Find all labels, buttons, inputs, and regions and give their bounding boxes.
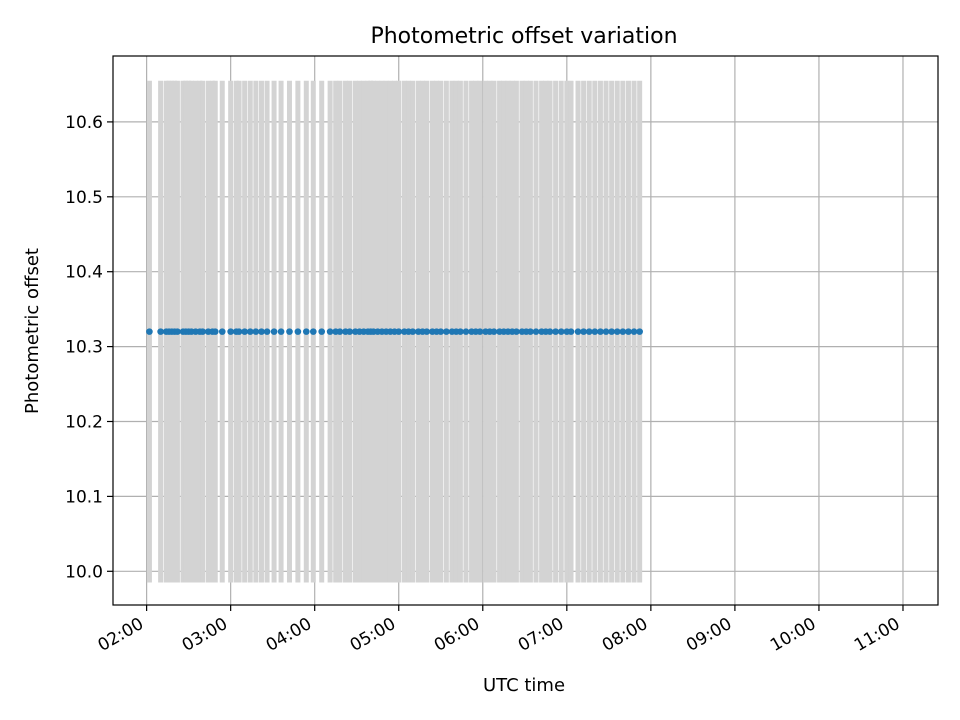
data-point bbox=[513, 328, 520, 335]
data-point bbox=[630, 328, 638, 335]
data-point bbox=[552, 328, 559, 335]
plot-frame bbox=[112, 55, 939, 606]
data-point bbox=[527, 328, 534, 335]
y-tick-label: 10.4 bbox=[65, 263, 103, 283]
data-point bbox=[227, 328, 234, 335]
data-point bbox=[258, 328, 265, 335]
data-point bbox=[336, 328, 344, 335]
data-point bbox=[557, 328, 565, 335]
data-point bbox=[457, 328, 464, 335]
data-point bbox=[613, 328, 621, 335]
data-point bbox=[597, 328, 604, 335]
data-point bbox=[263, 328, 271, 335]
data-point bbox=[462, 328, 470, 335]
y-axis-label: Photometric offset bbox=[22, 248, 43, 414]
data-point bbox=[602, 328, 610, 335]
data-point bbox=[309, 328, 317, 335]
data-point bbox=[409, 328, 417, 335]
data-point bbox=[546, 328, 554, 335]
data-point bbox=[235, 328, 243, 335]
data-point bbox=[476, 328, 484, 335]
data-point bbox=[326, 328, 334, 335]
data-point bbox=[585, 328, 593, 335]
data-point bbox=[211, 328, 219, 335]
data-point bbox=[608, 328, 615, 335]
data-point bbox=[218, 328, 226, 335]
y-tick-label: 10.5 bbox=[65, 188, 103, 208]
data-point bbox=[294, 328, 302, 335]
y-tick-label: 10.0 bbox=[65, 562, 103, 582]
data-point bbox=[277, 328, 285, 335]
data-point bbox=[246, 328, 254, 335]
data-point bbox=[318, 328, 326, 335]
data-point bbox=[174, 328, 181, 335]
data-point bbox=[437, 328, 445, 335]
data-point bbox=[286, 328, 293, 335]
y-tick-label: 10.2 bbox=[65, 413, 103, 433]
data-point bbox=[157, 328, 164, 335]
data-point bbox=[252, 328, 260, 335]
data-point bbox=[395, 328, 403, 335]
data-point bbox=[591, 328, 599, 335]
y-axis-ticks: 10.0 10.1 10.2 10.3 10.4 10.5 10.6 bbox=[65, 113, 113, 582]
data-point bbox=[199, 328, 206, 335]
data-point bbox=[574, 328, 582, 335]
data-point bbox=[625, 328, 632, 335]
x-axis-label: UTC time bbox=[483, 675, 565, 696]
data-point bbox=[423, 328, 431, 335]
data-point bbox=[567, 328, 575, 335]
y-tick-label: 10.6 bbox=[65, 113, 103, 133]
y-tick-label: 10.3 bbox=[65, 338, 103, 358]
data-point bbox=[270, 328, 278, 335]
data-point bbox=[146, 328, 153, 335]
y-tick-label: 10.1 bbox=[65, 487, 103, 507]
data-point bbox=[443, 328, 450, 335]
data-point bbox=[580, 328, 587, 335]
data-point bbox=[346, 328, 354, 335]
chart-title: Photometric offset variation bbox=[370, 24, 677, 49]
data-point bbox=[636, 328, 643, 335]
data-point bbox=[241, 328, 248, 335]
data-point bbox=[532, 328, 540, 335]
data-point bbox=[302, 328, 310, 335]
data-point bbox=[490, 328, 498, 335]
data-points bbox=[146, 328, 643, 335]
data-point bbox=[619, 328, 627, 335]
